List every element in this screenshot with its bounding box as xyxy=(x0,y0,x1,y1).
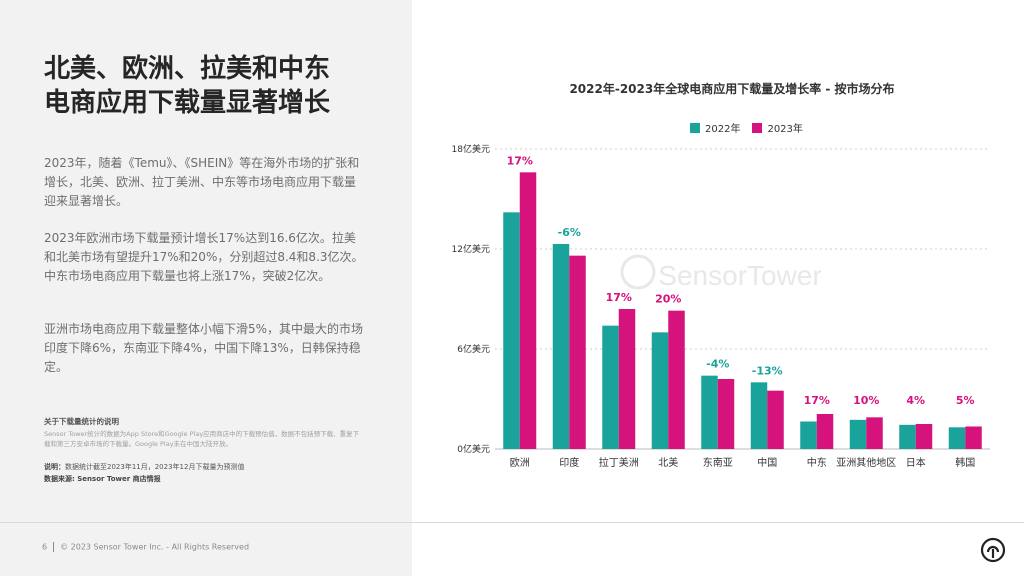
watermark-text: SensorTower xyxy=(658,260,821,291)
legend-label-2022: 2022年 xyxy=(705,124,741,135)
growth-label: 4% xyxy=(906,394,925,407)
notes-source: 数据来源: Sensor Tower 商店情报 xyxy=(44,474,161,484)
growth-label: -13% xyxy=(752,364,783,377)
footer: 6 © 2023 Sensor Tower Inc. - All Rights R… xyxy=(42,542,249,552)
growth-label: 20% xyxy=(655,293,681,306)
bar-2022 xyxy=(849,419,867,449)
bar-2022 xyxy=(800,421,817,449)
bar-2023 xyxy=(717,379,735,449)
x-tick-label: 北美 xyxy=(658,456,678,469)
chart-legend: 2022年 2023年 xyxy=(690,120,815,135)
y-tick-label: 6亿美元 xyxy=(457,343,490,355)
bar-2022 xyxy=(651,332,669,449)
notes-explain-label: 说明： xyxy=(44,463,65,471)
page-number: 6 xyxy=(42,542,48,552)
bar-2023 xyxy=(519,172,537,450)
bar-2022 xyxy=(552,244,570,449)
footer-separator xyxy=(53,542,55,552)
bar-2023 xyxy=(668,310,685,449)
paragraph-1: 2023年，随着《Temu》、《SHEIN》等在海外市场的扩张和增长，北美、欧洲… xyxy=(44,156,360,208)
growth-label: 17% xyxy=(606,291,632,304)
bar-2023 xyxy=(965,426,982,449)
paragraph-3: 亚洲市场电商应用下载量整体小幅下滑5%，其中最大的市场印度下降6%，东南亚下降4… xyxy=(44,322,364,374)
notes-source-label: 数据来源: xyxy=(44,475,78,483)
bar-2023 xyxy=(915,424,933,449)
bar-2022 xyxy=(948,427,966,449)
bar-2023 xyxy=(767,390,784,449)
left-panel xyxy=(0,0,412,576)
paragraph-2: 2023年欧洲市场下载量预计增长17%达到16.6亿次。拉美和北美市场有望提升1… xyxy=(44,231,364,283)
bar-2022 xyxy=(503,212,520,449)
x-tick-label: 印度 xyxy=(559,456,579,469)
footer-divider xyxy=(0,522,1024,523)
copyright: © 2023 Sensor Tower Inc. - All Rights Re… xyxy=(60,542,250,552)
bar-2023 xyxy=(866,417,883,449)
growth-label: 5% xyxy=(956,394,975,407)
x-tick-label: 拉丁美洲 xyxy=(599,456,639,469)
notes-explain: 说明：数据统计截至2023年11月，2023年12月下载量为预测值 xyxy=(44,462,244,472)
headline: 北美、欧洲、拉美和中东 电商应用下载量显著增长 xyxy=(44,52,384,120)
bar-2022 xyxy=(602,325,619,449)
growth-label: 10% xyxy=(853,394,879,407)
growth-label: -4% xyxy=(706,358,729,371)
legend-item-2023: 2023年 xyxy=(752,120,803,135)
growth-label: 17% xyxy=(804,394,830,407)
headline-line-1: 北美、欧洲、拉美和中东 xyxy=(44,54,331,84)
legend-label-2023: 2023年 xyxy=(767,124,803,135)
x-tick-label: 欧洲 xyxy=(510,457,530,469)
sensor-tower-logo-icon xyxy=(980,537,1006,567)
x-tick-label: 亚洲其他地区 xyxy=(836,456,896,469)
x-tick-label: 中东 xyxy=(807,456,827,469)
growth-label: -6% xyxy=(558,226,581,239)
bar-2023 xyxy=(816,414,834,449)
x-tick-label: 中国 xyxy=(757,456,777,469)
bar-2022 xyxy=(750,382,768,449)
legend-swatch-2023 xyxy=(752,122,763,133)
headline-line-2: 电商应用下载量显著增长 xyxy=(44,88,331,118)
notes-body: Sensor Tower统计的数据为App Store和Google Play应… xyxy=(44,430,360,448)
legend-item-2022: 2022年 xyxy=(690,120,740,135)
chart-title: 2022年-2023年全球电商应用下载量及增长率 - 按市场分布 xyxy=(569,82,895,96)
y-tick-label: 18亿美元 xyxy=(452,143,490,155)
y-tick-label: 12亿美元 xyxy=(452,243,490,255)
notes-source-text: Sensor Tower 商店情报 xyxy=(77,475,161,483)
watermark-logo-icon xyxy=(620,254,656,290)
bar-2023 xyxy=(618,309,636,449)
bar-2022 xyxy=(701,375,718,449)
x-tick-label: 韩国 xyxy=(955,456,975,469)
x-tick-label: 东南亚 xyxy=(703,456,733,469)
bar-2023 xyxy=(569,255,586,449)
x-tick-label: 日本 xyxy=(906,456,926,469)
growth-label: 17% xyxy=(507,154,533,167)
y-tick-label: 0亿美元 xyxy=(457,443,490,455)
bar-2022 xyxy=(899,424,916,449)
legend-swatch-2022 xyxy=(690,122,700,133)
notes-title: 关于下载量统计的说明 xyxy=(44,417,119,426)
notes-explain-text: 数据统计截至2023年11月，2023年12月下载量为预测值 xyxy=(65,463,245,471)
